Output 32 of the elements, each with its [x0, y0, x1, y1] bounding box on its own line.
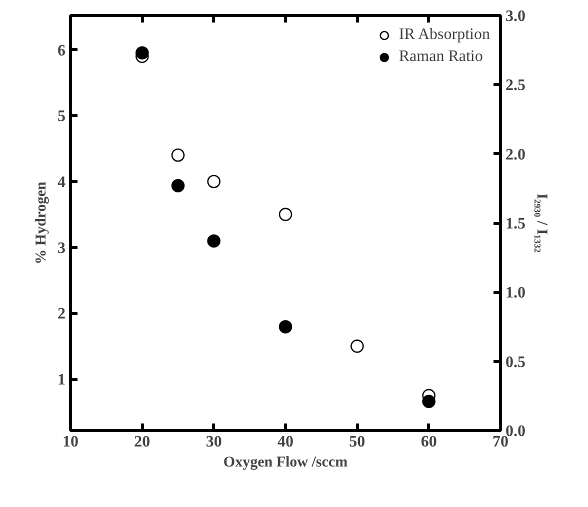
point: [207, 234, 220, 248]
x-tick-label: 60: [420, 434, 437, 450]
point: [171, 179, 185, 192]
point: [278, 208, 292, 222]
x-tick-label: 20: [134, 434, 150, 450]
legend-label: IR Absorption: [398, 26, 490, 44]
x-tick-label: 40: [278, 434, 294, 450]
y2-tick-label: 3.0: [506, 8, 526, 25]
y-tick-label: 3: [58, 240, 66, 257]
y2-tick-label: 0.5: [506, 354, 526, 371]
point: [207, 174, 220, 188]
x-tick-label: 50: [349, 434, 366, 450]
point: [171, 148, 185, 162]
y2-tick-label: 2.5: [506, 77, 526, 94]
y-tick-label: 6: [58, 42, 66, 60]
y-tick-label: 1: [58, 372, 66, 389]
y-tick-label: 5: [58, 108, 66, 126]
y2-tick-label: 1.0: [506, 284, 526, 302]
y2-axis-title: I₂₉₃₀ / I₁₃₃₂: [534, 193, 550, 254]
y-tick-label: 2: [58, 306, 66, 323]
x-tick-label: 10: [62, 434, 78, 450]
point: [278, 320, 292, 334]
y-tick-label: 4: [58, 174, 66, 191]
y-axis-title: % Hydrogen: [34, 181, 50, 264]
point: [422, 394, 436, 408]
point: [350, 340, 364, 353]
x-tick-label: 30: [206, 434, 222, 450]
x-axis-title: Oxygen Flow /sccm: [223, 454, 348, 470]
point: [136, 46, 149, 60]
y2-tick-label: 1.5: [506, 216, 526, 232]
legend-label: Raman Ratio: [398, 48, 483, 66]
y2-tick-label: 2.0: [506, 146, 526, 164]
